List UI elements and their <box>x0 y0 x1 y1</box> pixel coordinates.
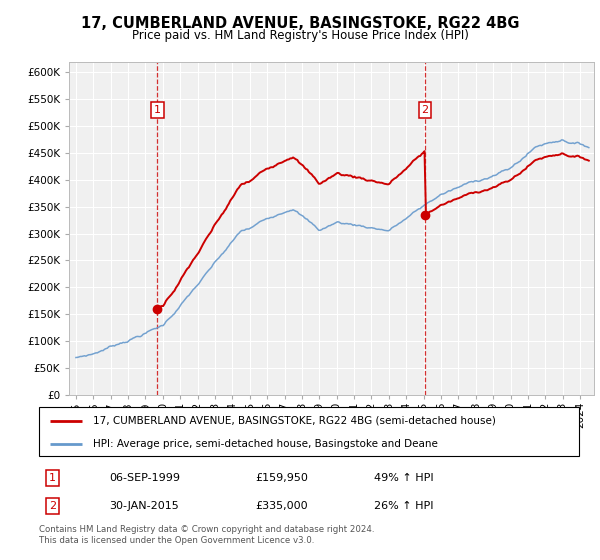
Text: 1: 1 <box>49 473 56 483</box>
Text: £159,950: £159,950 <box>255 473 308 483</box>
Text: 2: 2 <box>49 501 56 511</box>
Text: 26% ↑ HPI: 26% ↑ HPI <box>374 501 433 511</box>
Text: Price paid vs. HM Land Registry's House Price Index (HPI): Price paid vs. HM Land Registry's House … <box>131 29 469 42</box>
Text: Contains HM Land Registry data © Crown copyright and database right 2024.
This d: Contains HM Land Registry data © Crown c… <box>39 525 374 545</box>
Text: 17, CUMBERLAND AVENUE, BASINGSTOKE, RG22 4BG (semi-detached house): 17, CUMBERLAND AVENUE, BASINGSTOKE, RG22… <box>93 416 496 426</box>
Text: 17, CUMBERLAND AVENUE, BASINGSTOKE, RG22 4BG: 17, CUMBERLAND AVENUE, BASINGSTOKE, RG22… <box>81 16 519 31</box>
Text: HPI: Average price, semi-detached house, Basingstoke and Deane: HPI: Average price, semi-detached house,… <box>93 438 438 449</box>
Text: 1: 1 <box>154 105 161 115</box>
Text: 06-SEP-1999: 06-SEP-1999 <box>109 473 180 483</box>
Text: 30-JAN-2015: 30-JAN-2015 <box>109 501 179 511</box>
Text: 49% ↑ HPI: 49% ↑ HPI <box>374 473 433 483</box>
Text: 2: 2 <box>421 105 428 115</box>
Text: £335,000: £335,000 <box>255 501 308 511</box>
FancyBboxPatch shape <box>39 407 579 456</box>
